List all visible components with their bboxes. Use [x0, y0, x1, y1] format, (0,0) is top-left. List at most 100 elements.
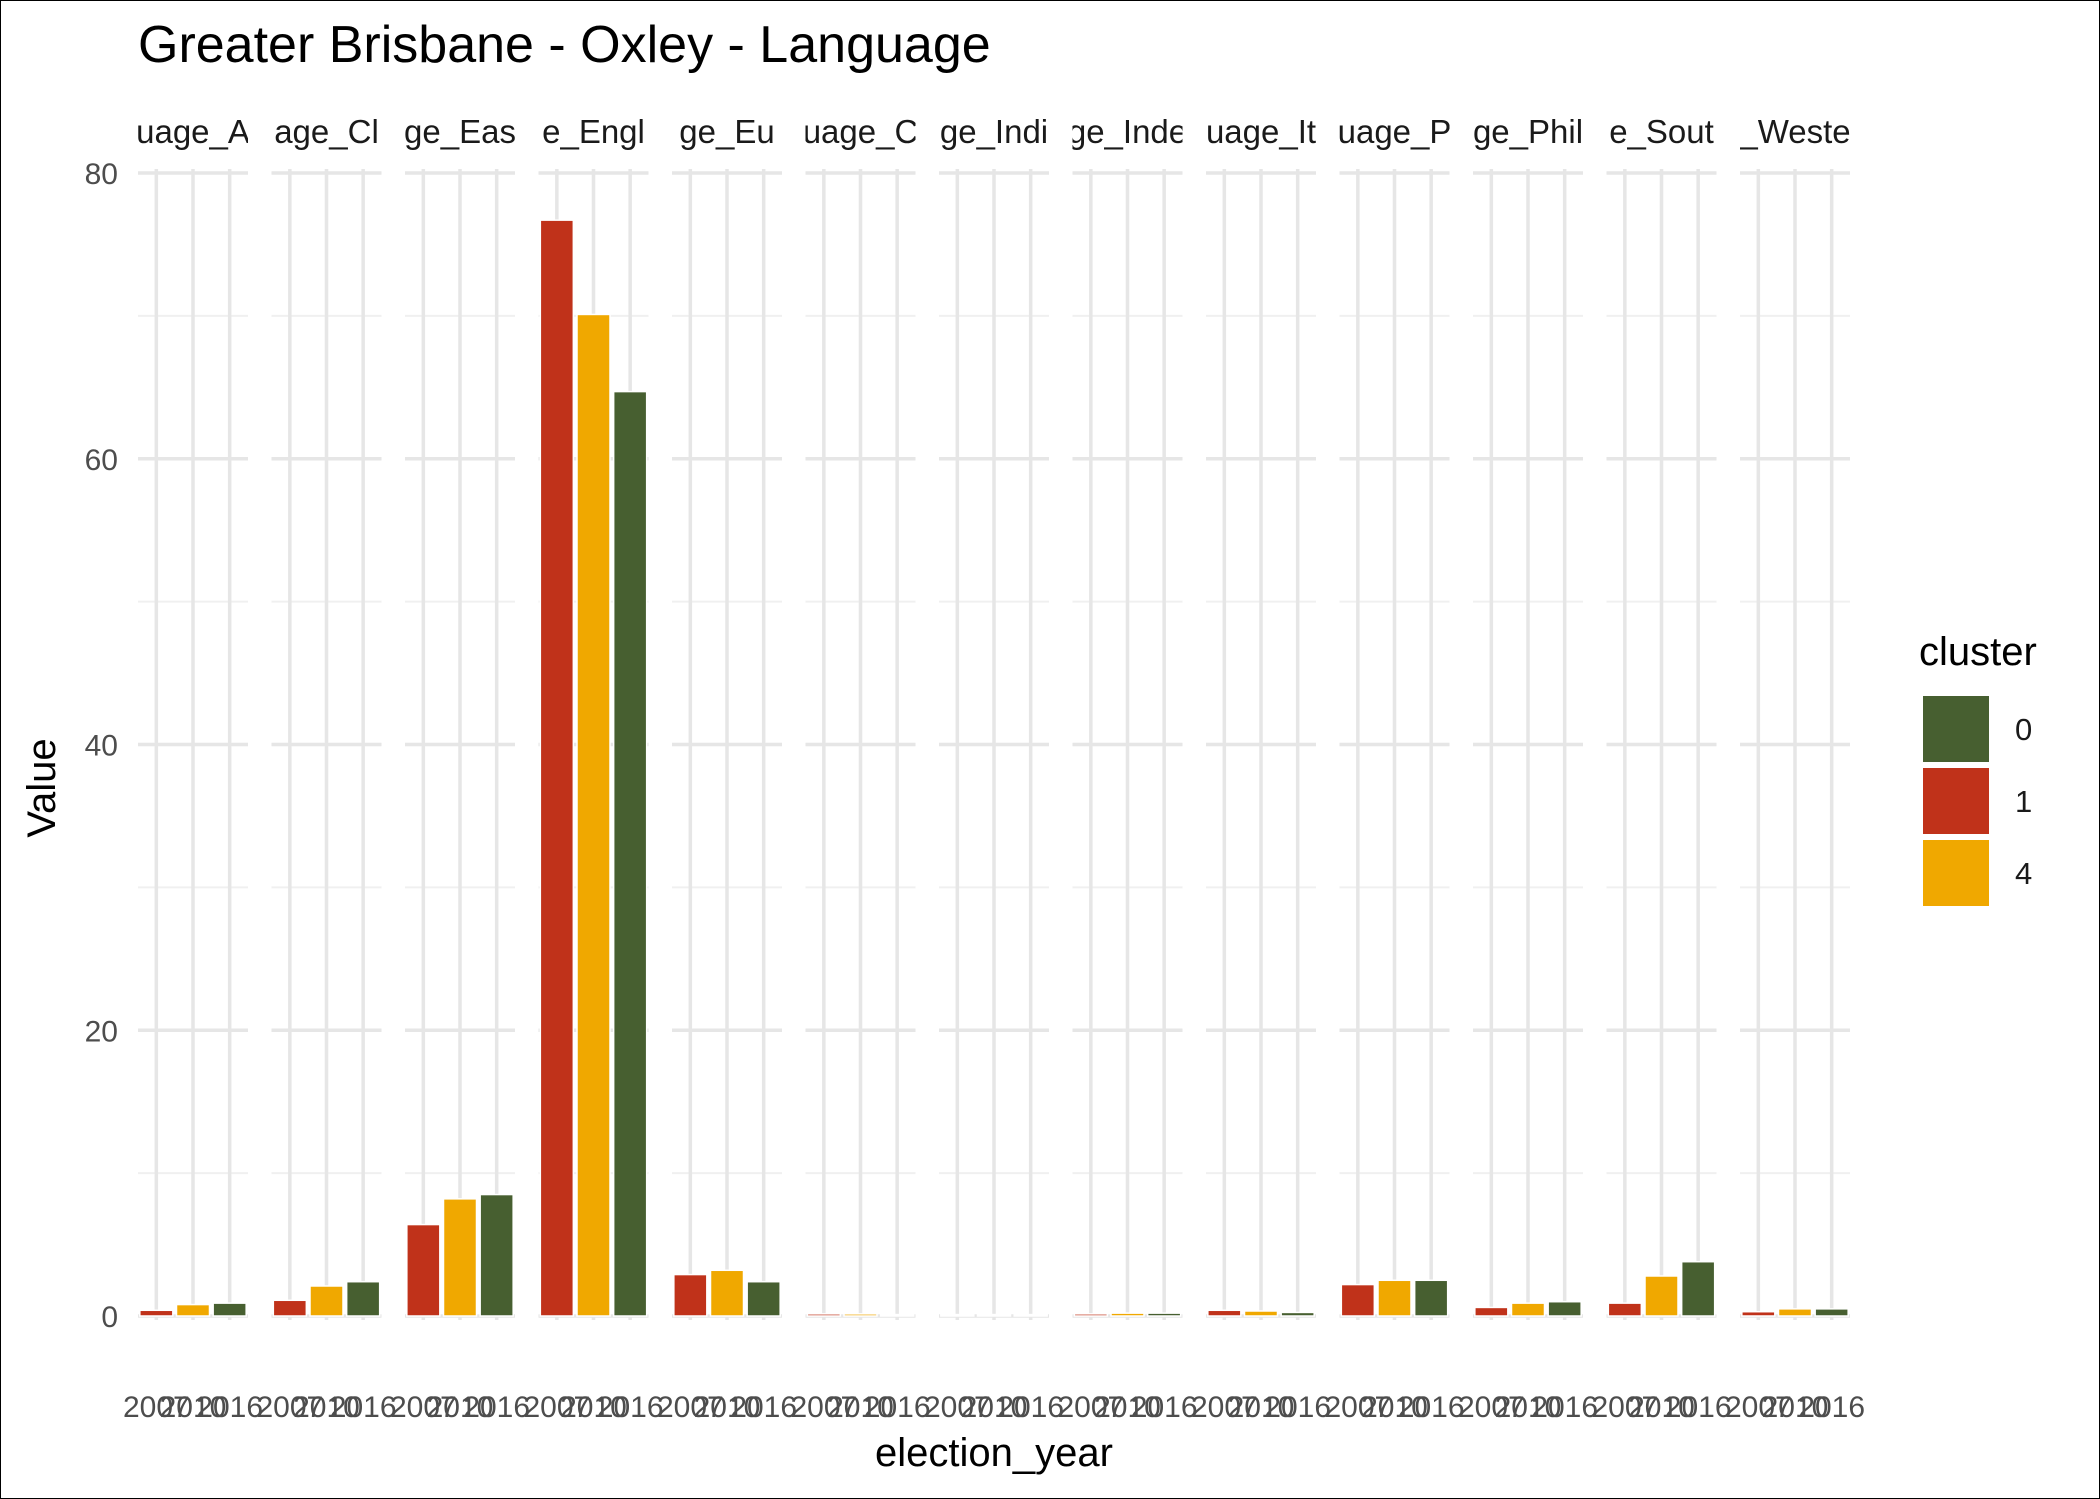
bar — [1110, 1312, 1145, 1317]
bar — [406, 1223, 441, 1317]
bar — [1146, 1312, 1182, 1317]
bar — [1814, 1308, 1849, 1317]
legend-title: cluster — [1919, 630, 2037, 674]
bar — [843, 1313, 878, 1317]
legend-label: 0 — [2015, 712, 2032, 747]
bar — [1280, 1311, 1315, 1317]
legend-key — [1923, 840, 1989, 906]
facet-strip-label: ge_Indi — [940, 113, 1048, 150]
x-tick-label: 2010 — [694, 1391, 761, 1424]
facet-strip-label: uage_A — [136, 113, 250, 150]
chart-title: Greater Brisbane - Oxley - Language — [138, 16, 991, 74]
x-tick-label: 2016 — [730, 1391, 797, 1424]
x-tick-label: 2016 — [1798, 1391, 1865, 1424]
bar — [442, 1198, 478, 1317]
x-axis-ticks: 2007201020162007201020162007201020162007… — [123, 1391, 1865, 1424]
x-tick-label: 2010 — [1094, 1391, 1161, 1424]
bar — [539, 219, 575, 1317]
x-tick-label: 2016 — [1264, 1391, 1331, 1424]
x-tick-label: 2007 — [523, 1391, 590, 1424]
x-tick-label: 2010 — [1762, 1391, 1829, 1424]
bar — [1607, 1302, 1643, 1317]
x-tick-label: 2016 — [330, 1391, 397, 1424]
grid-layer — [138, 169, 1850, 1320]
facet-strip-label: uage_P — [1338, 113, 1452, 150]
legend: cluster 0 1 4 — [1919, 630, 2037, 906]
x-tick-label: 2007 — [657, 1391, 724, 1424]
bar — [879, 1313, 915, 1317]
x-tick-label: 2007 — [1057, 1391, 1124, 1424]
bar — [1243, 1310, 1279, 1317]
facet-strip-label: ge_Inde — [1068, 113, 1187, 150]
x-tick-label: 2010 — [293, 1391, 360, 1424]
facet-strip-label: ge_Eas — [404, 113, 516, 150]
x-axis-title: election_year — [875, 1431, 1113, 1475]
bar — [1777, 1308, 1813, 1317]
x-tick-label: 2010 — [827, 1391, 894, 1424]
bar — [1741, 1310, 1776, 1317]
bar — [1073, 1313, 1109, 1317]
bar — [976, 1313, 1012, 1317]
y-tick-label: 40 — [85, 730, 118, 763]
y-tick-label: 0 — [101, 1301, 118, 1334]
bar — [576, 313, 611, 1317]
x-tick-label: 2010 — [1495, 1391, 1562, 1424]
x-tick-label: 2016 — [1665, 1391, 1732, 1424]
x-tick-label: 2016 — [1131, 1391, 1198, 1424]
facet-strip-label: ge_Eu — [679, 113, 774, 150]
x-tick-label: 2010 — [1361, 1391, 1428, 1424]
bars-layer — [139, 219, 1849, 1317]
bar — [1680, 1260, 1716, 1317]
bar — [1340, 1283, 1376, 1317]
facet-strip-label: e_Engl — [542, 113, 645, 150]
x-tick-label: 2007 — [1458, 1391, 1525, 1424]
bar — [309, 1285, 344, 1317]
facet-strip-label: ge_Phil — [1473, 113, 1583, 150]
facet-strip-label: _Weste — [1738, 113, 1850, 150]
x-tick-label: 2007 — [123, 1391, 190, 1424]
x-tick-label: 2010 — [1628, 1391, 1695, 1424]
bar — [806, 1313, 842, 1317]
bar — [479, 1193, 514, 1317]
x-tick-label: 2016 — [864, 1391, 931, 1424]
bar — [175, 1303, 211, 1317]
x-tick-label: 2010 — [560, 1391, 627, 1424]
x-tick-label: 2007 — [1725, 1391, 1792, 1424]
x-tick-label: 2007 — [390, 1391, 457, 1424]
bar — [212, 1302, 247, 1317]
bar — [1013, 1313, 1048, 1317]
bar — [940, 1313, 975, 1317]
bar — [272, 1299, 308, 1317]
bar — [709, 1269, 745, 1317]
x-tick-label: 2007 — [256, 1391, 323, 1424]
legend-key — [1923, 768, 1989, 834]
facet-strip-label: e_Sout — [1609, 113, 1714, 150]
y-tick-label: 80 — [85, 158, 118, 191]
x-tick-label: 2016 — [196, 1391, 263, 1424]
x-tick-label: 2010 — [160, 1391, 227, 1424]
facet-strip-label: uage_It — [1206, 113, 1316, 150]
legend-key — [1923, 696, 1989, 762]
x-tick-label: 2010 — [1228, 1391, 1295, 1424]
y-axis-ticks: 0 20 40 60 80 — [85, 158, 118, 1334]
x-tick-label: 2007 — [1191, 1391, 1258, 1424]
y-tick-label: 60 — [85, 444, 118, 477]
x-tick-label: 2010 — [427, 1391, 494, 1424]
y-tick-label: 20 — [85, 1015, 118, 1048]
bar — [345, 1280, 381, 1317]
x-tick-label: 2016 — [597, 1391, 664, 1424]
bar — [139, 1309, 174, 1317]
bar — [1207, 1309, 1242, 1317]
bar — [1413, 1279, 1449, 1317]
y-axis-title: Value — [20, 738, 64, 837]
x-tick-label: 2016 — [1398, 1391, 1465, 1424]
facet-strip-label: age_Cl — [274, 113, 379, 150]
x-tick-label: 2016 — [463, 1391, 530, 1424]
x-tick-label: 2007 — [924, 1391, 991, 1424]
x-tick-label: 2016 — [1531, 1391, 1598, 1424]
x-tick-label: 2007 — [1591, 1391, 1658, 1424]
legend-label: 1 — [2015, 784, 2032, 819]
x-tick-label: 2010 — [961, 1391, 1028, 1424]
